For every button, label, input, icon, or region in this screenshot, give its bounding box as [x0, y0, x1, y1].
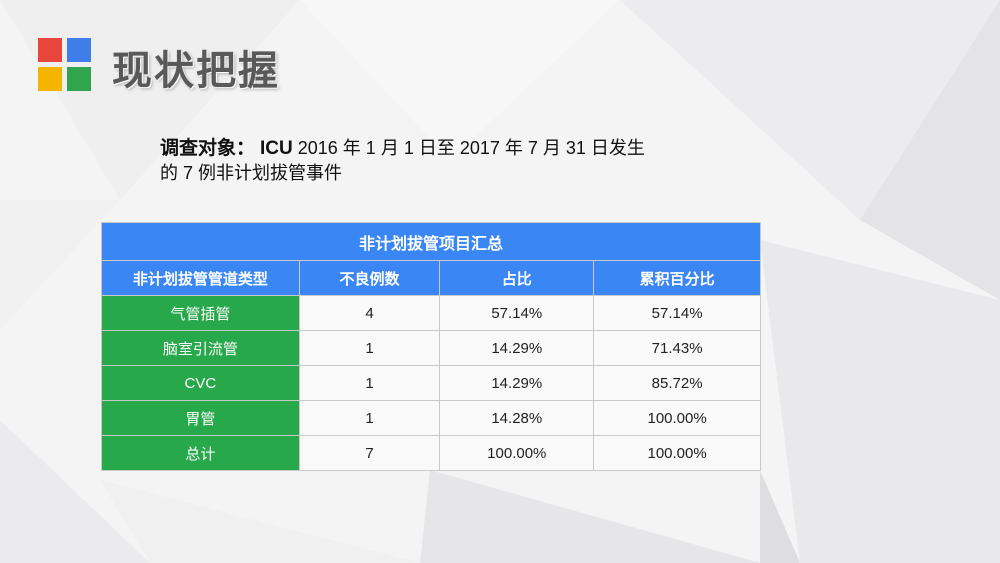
subject-description: 调查对象： ICU 2016 年 1 月 1 日至 2017 年 7 月 31 … [160, 136, 720, 185]
cell-type: CVC [101, 365, 300, 401]
cell-cumulative: 85.72% [593, 365, 761, 401]
table-caption: 非计划拔管项目汇总 [101, 222, 761, 261]
header-type: 非计划拔管管道类型 [101, 260, 300, 296]
cell-ratio: 100.00% [439, 435, 595, 471]
cell-type: 脑室引流管 [101, 330, 300, 366]
cell-ratio: 14.29% [439, 365, 595, 401]
logo-red-square [38, 38, 62, 62]
subject-line-2: 的 7 例非计划拔管事件 [160, 163, 343, 183]
cell-type: 总计 [101, 435, 300, 471]
cell-count: 1 [298, 400, 441, 436]
subject-line-1: 调查对象： ICU 2016 年 1 月 1 日至 2017 年 7 月 31 … [160, 136, 720, 161]
table-row: 气管插管 4 57.14% 57.14% [101, 295, 761, 331]
subject-icu: ICU [260, 138, 293, 159]
header-count: 不良例数 [298, 260, 441, 296]
header-cumulative: 累积百分比 [593, 260, 761, 296]
cell-cumulative: 100.00% [593, 435, 761, 471]
cell-count: 4 [298, 295, 441, 331]
cell-type: 胃管 [101, 400, 300, 436]
cell-count: 1 [298, 330, 441, 366]
logo-icon [38, 38, 92, 92]
logo-blue-square [67, 38, 91, 62]
logo-yellow-square [38, 67, 62, 91]
header-ratio: 占比 [439, 260, 595, 296]
table-row: 脑室引流管 1 14.29% 71.43% [101, 330, 761, 366]
summary-table: 非计划拔管项目汇总 非计划拔管管道类型 不良例数 占比 累积百分比 气管插管 4… [101, 222, 761, 471]
page-title: 现状把握 [112, 49, 280, 93]
table-header-row: 非计划拔管管道类型 不良例数 占比 累积百分比 [101, 260, 761, 296]
cell-ratio: 14.28% [439, 400, 595, 436]
logo-green-square [67, 67, 91, 91]
table-row: CVC 1 14.29% 85.72% [101, 365, 761, 401]
cell-ratio: 14.29% [439, 330, 595, 366]
cell-cumulative: 57.14% [593, 295, 761, 331]
table-total-row: 总计 7 100.00% 100.00% [101, 435, 761, 471]
cell-type: 气管插管 [101, 295, 300, 331]
cell-count: 1 [298, 365, 441, 401]
cell-cumulative: 71.43% [593, 330, 761, 366]
subject-label: 调查对象： [160, 138, 256, 159]
cell-cumulative: 100.00% [593, 400, 761, 436]
cell-ratio: 57.14% [439, 295, 595, 331]
table-row: 胃管 1 14.28% 100.00% [101, 400, 761, 436]
cell-count: 7 [298, 435, 441, 471]
subject-dates: 2016 年 1 月 1 日至 2017 年 7 月 31 日发生 [292, 138, 645, 158]
